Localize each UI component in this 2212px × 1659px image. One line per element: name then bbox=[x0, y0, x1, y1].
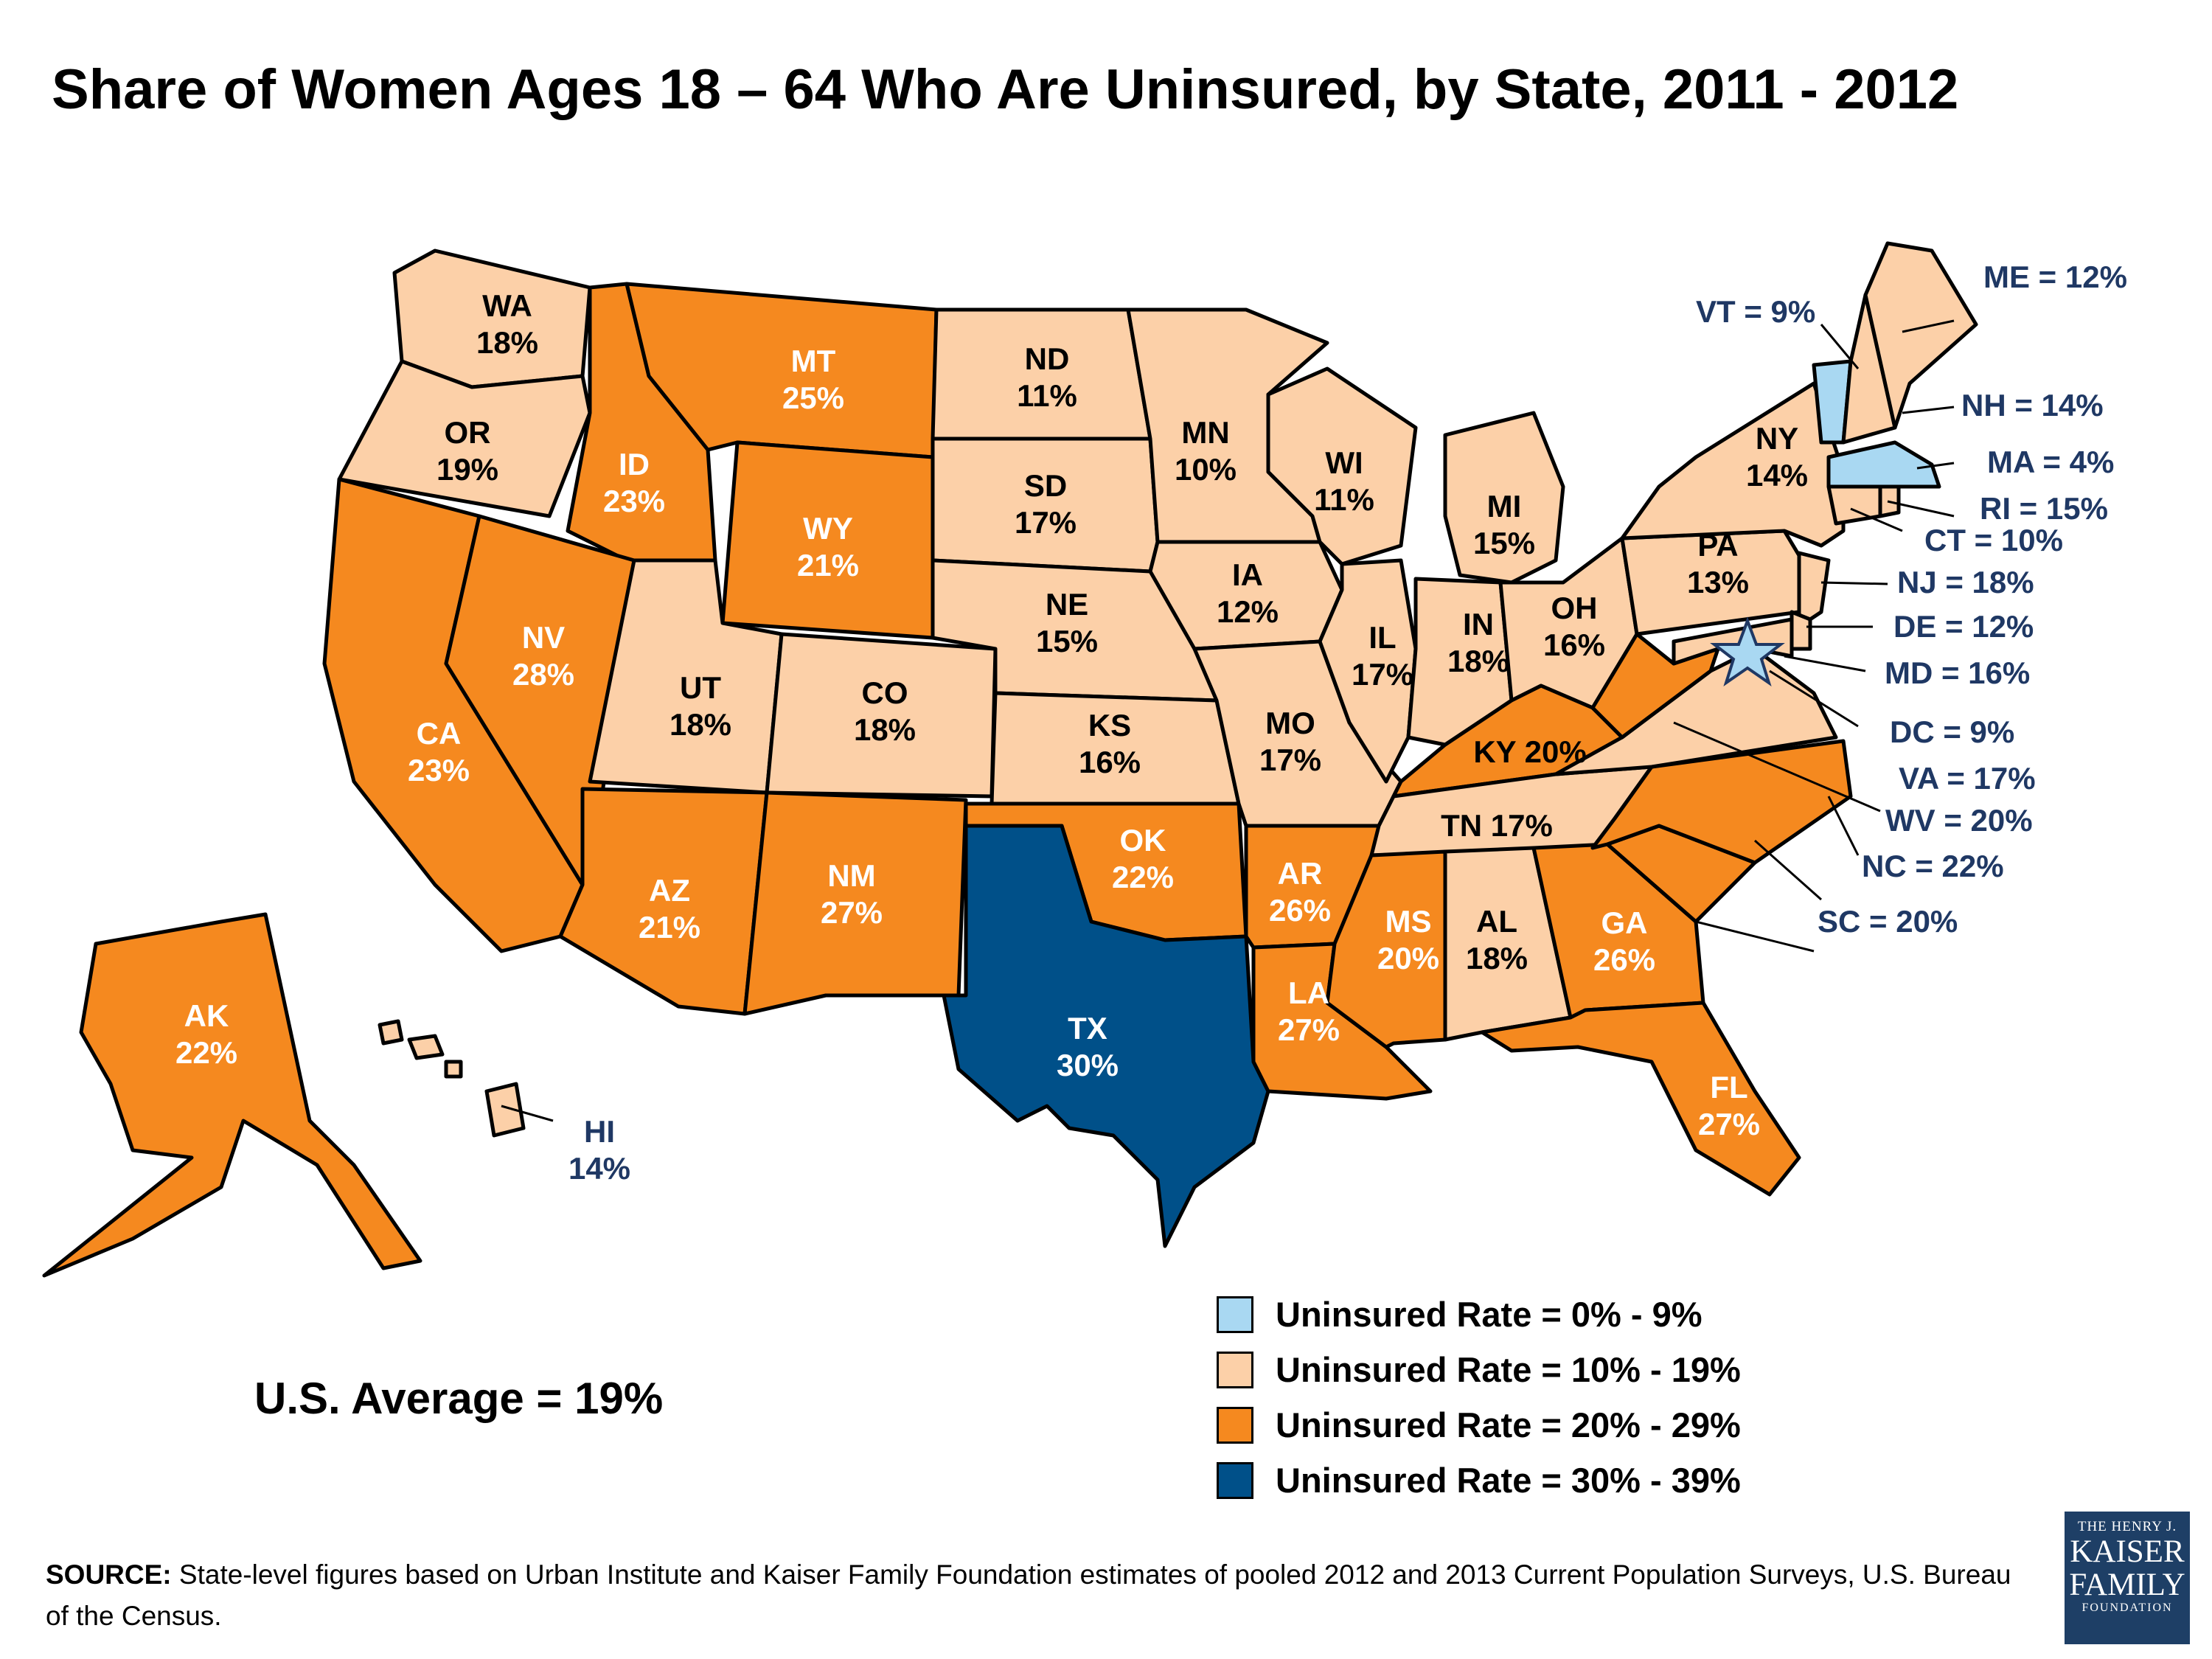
state-label-AZ: AZ 21% bbox=[638, 873, 701, 945]
legend-label: Uninsured Rate = 30% - 39% bbox=[1276, 1461, 1741, 1500]
state-FL bbox=[1480, 1001, 1801, 1197]
state-label-MN: MN 10% bbox=[1174, 415, 1237, 487]
state-label-TX: TX 30% bbox=[1056, 1011, 1119, 1082]
source-note: SOURCE: State-level figures based on Urb… bbox=[46, 1554, 2037, 1637]
state-label-WI: WI 11% bbox=[1314, 445, 1374, 517]
legend-item: Uninsured Rate = 20% - 29% bbox=[1217, 1397, 1741, 1453]
state-label-OH: OH 16% bbox=[1543, 591, 1606, 662]
page-title: Share of Women Ages 18 – 64 Who Are Unin… bbox=[52, 58, 1959, 121]
callout-MA: MA = 4% bbox=[1987, 445, 2115, 479]
source-label: SOURCE: bbox=[46, 1559, 172, 1590]
legend-swatch bbox=[1217, 1406, 1253, 1444]
callout-MD: MD = 16% bbox=[1885, 655, 2031, 690]
state-label-GA: GA 26% bbox=[1593, 905, 1656, 977]
legend-item: Uninsured Rate = 0% - 9% bbox=[1217, 1287, 1741, 1342]
callout-ME: ME = 12% bbox=[1983, 260, 2127, 294]
legend: Uninsured Rate = 0% - 9% Uninsured Rate … bbox=[1217, 1287, 1741, 1508]
state-label-AL: AL 18% bbox=[1465, 904, 1528, 975]
state-label-OK: OK 22% bbox=[1111, 823, 1175, 894]
callout-SC: SC = 20% bbox=[1818, 904, 1958, 939]
logo-line: FOUNDATION bbox=[2081, 1601, 2173, 1614]
source-text: State-level figures based on Urban Insti… bbox=[46, 1559, 2011, 1631]
state-HI-1 bbox=[378, 1019, 404, 1046]
callout-leaders bbox=[501, 319, 1955, 1122]
state-label-CO: CO 18% bbox=[853, 675, 917, 747]
state-label-WY: WY 21% bbox=[796, 511, 860, 582]
callout-RI: RI = 15% bbox=[1980, 491, 2108, 526]
state-HI-4 bbox=[484, 1082, 526, 1138]
state-label-AK: AK 22% bbox=[175, 998, 238, 1070]
state-WI bbox=[1266, 366, 1418, 566]
state-DE bbox=[1790, 610, 1812, 651]
state-label-ID: ID 23% bbox=[602, 447, 666, 518]
state-label-AR: AR 26% bbox=[1268, 856, 1332, 928]
state-label-TN: TN 17% bbox=[1441, 808, 1553, 843]
state-label-FL: FL 27% bbox=[1697, 1070, 1761, 1141]
state-MI bbox=[1443, 411, 1565, 585]
state-label-HI: HI 14% bbox=[568, 1114, 631, 1186]
state-MA bbox=[1826, 440, 1941, 489]
state-label-SD: SD 17% bbox=[1014, 468, 1077, 540]
legend-item: Uninsured Rate = 30% - 39% bbox=[1217, 1453, 1741, 1508]
legend-label: Uninsured Rate = 0% - 9% bbox=[1276, 1295, 1703, 1334]
state-label-KY: KY 20% bbox=[1473, 734, 1587, 769]
callout-WV: WV = 20% bbox=[1885, 803, 2033, 838]
state-TX bbox=[824, 824, 1270, 1248]
state-ME bbox=[1863, 241, 1978, 430]
callout-NC: NC = 22% bbox=[1862, 849, 2004, 883]
state-NY bbox=[1620, 381, 1846, 548]
callout-DE: DE = 12% bbox=[1893, 609, 2034, 644]
state-label-MS: MS 20% bbox=[1377, 904, 1440, 975]
state-label-IA: IA 12% bbox=[1216, 557, 1279, 629]
state-label-NM: NM 27% bbox=[820, 858, 883, 930]
dc-star-icon bbox=[1710, 616, 1785, 686]
state-label-LA: LA 27% bbox=[1277, 975, 1340, 1047]
state-label-MI: MI 15% bbox=[1472, 489, 1536, 560]
state-HI-2 bbox=[407, 1034, 445, 1060]
state-label-WA: WA 18% bbox=[476, 288, 539, 360]
state-label-KS: KS 16% bbox=[1078, 708, 1141, 779]
legend-item: Uninsured Rate = 10% - 19% bbox=[1217, 1342, 1741, 1397]
callout-CT: CT = 10% bbox=[1924, 523, 2063, 557]
state-label-IN: IN 18% bbox=[1447, 607, 1510, 678]
state-label-OR: OR 19% bbox=[436, 415, 499, 487]
logo-line: KAISER bbox=[2070, 1534, 2185, 1569]
callout-VT: VT = 9% bbox=[1696, 294, 1816, 329]
legend-swatch bbox=[1217, 1461, 1253, 1499]
logo-line: THE HENRY J. bbox=[2077, 1519, 2177, 1534]
callout-NJ: NJ = 18% bbox=[1897, 565, 2034, 599]
state-label-MO: MO 17% bbox=[1259, 706, 1322, 777]
state-AK bbox=[42, 912, 422, 1278]
legend-swatch bbox=[1217, 1295, 1253, 1333]
state-IL bbox=[1318, 558, 1418, 784]
kff-logo: THE HENRY J. KAISER FAMILY FOUNDATION bbox=[2065, 1512, 2190, 1644]
state-label-UT: UT 18% bbox=[669, 670, 732, 742]
state-label-NV: NV 28% bbox=[512, 620, 575, 692]
state-label-ND: ND 11% bbox=[1017, 341, 1077, 413]
state-label-NE: NE 15% bbox=[1035, 587, 1099, 658]
callout-NH: NH = 14% bbox=[1961, 388, 2104, 422]
state-label-CA: CA 23% bbox=[407, 716, 470, 787]
us-average: U.S. Average = 19% bbox=[254, 1374, 664, 1423]
callout-VA: VA = 17% bbox=[1899, 761, 2036, 796]
state-HI-3 bbox=[444, 1060, 463, 1079]
logo-line: FAMILY bbox=[2069, 1568, 2185, 1602]
state-label-MT: MT 25% bbox=[782, 344, 845, 415]
callout-DC: DC = 9% bbox=[1890, 714, 2015, 749]
state-label-PA: PA 13% bbox=[1686, 528, 1750, 599]
legend-swatch bbox=[1217, 1351, 1253, 1388]
state-label-NY: NY 14% bbox=[1745, 421, 1809, 493]
legend-label: Uninsured Rate = 20% - 29% bbox=[1276, 1405, 1741, 1444]
legend-label: Uninsured Rate = 10% - 19% bbox=[1276, 1350, 1741, 1389]
state-label-IL: IL 17% bbox=[1351, 620, 1414, 692]
